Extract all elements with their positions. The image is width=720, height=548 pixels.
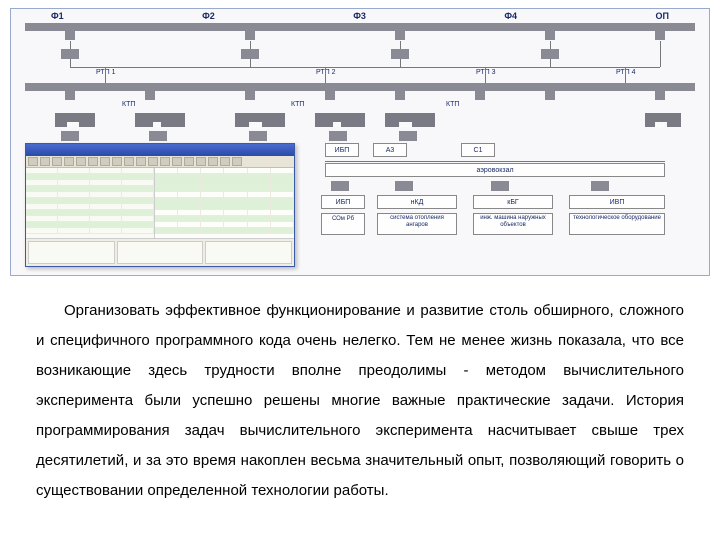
mid-box: А3: [373, 143, 407, 157]
toolbar-button[interactable]: [52, 157, 62, 166]
body-paragraph: Организовать эффективное функционировани…: [0, 276, 720, 506]
dark-box: ДШ: [235, 113, 285, 127]
second-taps: [25, 91, 695, 101]
toolbar-button[interactable]: [136, 157, 146, 166]
bus-label: Ф3: [353, 11, 366, 21]
toolbar-button[interactable]: [232, 157, 242, 166]
bus-taps: [25, 31, 695, 41]
ktp-label: КТП: [445, 101, 460, 108]
lower-box-big: технологическое оборудование: [569, 213, 665, 235]
bottom-panel: [117, 241, 204, 264]
aerovokzal-box: аэровокзал: [325, 163, 665, 177]
toolbar-button[interactable]: [100, 157, 110, 166]
lower-box: ИВП: [569, 195, 665, 209]
bottom-panel: [205, 241, 292, 264]
toolbar-button[interactable]: [88, 157, 98, 166]
conn-row-1: [25, 41, 695, 67]
mid-box: С1: [461, 143, 495, 157]
left-grid: [26, 168, 155, 238]
right-grid: [155, 168, 294, 238]
main-bus: [25, 23, 695, 31]
toolbar-button[interactable]: [220, 157, 230, 166]
lower-box-big: СОм Рб: [321, 213, 365, 235]
toolbar-button[interactable]: [76, 157, 86, 166]
ktp-label: КТП: [290, 101, 305, 108]
dark-box: Ш: [315, 113, 365, 127]
toolbar-button[interactable]: [64, 157, 74, 166]
toolbar-button[interactable]: [28, 157, 38, 166]
toolbar-button[interactable]: [160, 157, 170, 166]
lower-box-big: инж. машина наружных объектов: [473, 213, 553, 235]
lower-box: кБГ: [473, 195, 553, 209]
bottom-panel: [28, 241, 115, 264]
ktp-label: КТП: [121, 101, 136, 108]
network-diagram-figure: Ф1 Ф2 Ф3 Ф4 ОП РТП 1 РТП 2 РТП 3 РТП 4: [10, 8, 710, 276]
lower-box-big: система отопления ангаров: [377, 213, 457, 235]
bus-label: Ф1: [51, 11, 64, 21]
window-body: [26, 168, 294, 238]
toolbar-button[interactable]: [112, 157, 122, 166]
top-bus-labels: Ф1 Ф2 Ф3 Ф4 ОП: [11, 9, 709, 21]
bus-label: ОП: [656, 11, 669, 21]
toolbar-button[interactable]: [196, 157, 206, 166]
window-toolbar: [26, 156, 294, 168]
window-titlebar[interactable]: [26, 144, 294, 156]
dark-box: Ш: [135, 113, 185, 127]
toolbar-button[interactable]: [184, 157, 194, 166]
lower-box: ИБП: [321, 195, 365, 209]
toolbar-button[interactable]: [208, 157, 218, 166]
second-bus: [25, 83, 695, 91]
dark-box: ЦУ: [645, 113, 681, 127]
toolbar-button[interactable]: [124, 157, 134, 166]
lower-box: нКД: [377, 195, 457, 209]
toolbar-button[interactable]: [148, 157, 158, 166]
under-ktp-taps: [25, 131, 695, 143]
embedded-app-window: [25, 143, 295, 267]
rtp-row: РТП 1 РТП 2 РТП 3 РТП 4: [25, 67, 695, 83]
window-bottom-panels: [26, 238, 294, 266]
bus-label: Ф2: [202, 11, 215, 21]
toolbar-button[interactable]: [40, 157, 50, 166]
ktp-row: КТП КТП КТП ВП Ш ДШ Ш ДШ ЦУ: [25, 101, 695, 131]
mid-box: ИБП: [325, 143, 359, 157]
dark-box: ВП: [55, 113, 95, 127]
bus-label: Ф4: [504, 11, 517, 21]
dark-box: ДШ: [385, 113, 435, 127]
toolbar-button[interactable]: [172, 157, 182, 166]
